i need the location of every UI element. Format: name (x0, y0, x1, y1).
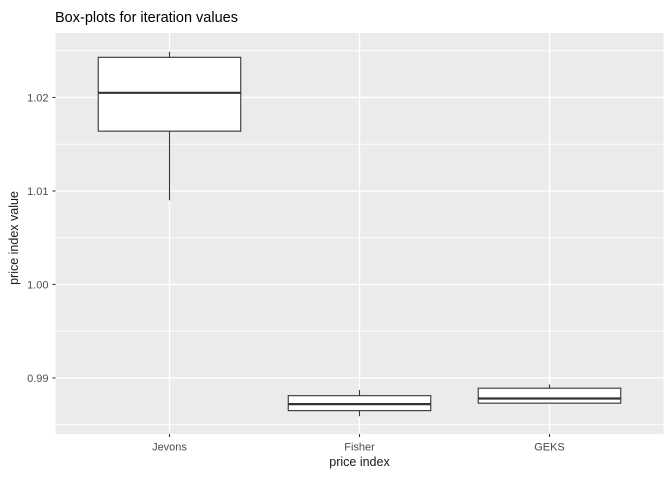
y-axis-title: price index value (7, 191, 21, 285)
y-tick-label: 1.00 (27, 279, 48, 291)
chart-title: Box-plots for iteration values (55, 10, 238, 26)
iqr-box-jevons (97, 56, 242, 132)
x-tick-label-jevons: Jevons (152, 442, 187, 454)
iqr-box-geks (477, 387, 622, 404)
y-tick-label: 0.99 (27, 373, 48, 385)
x-tick-label-fisher: Fisher (344, 442, 375, 454)
x-tick-label-geks: GEKS (534, 442, 565, 454)
chart-plot-area: 0.99 1.00 1.01 1.02 Jevons Fisher GEKS (27, 33, 664, 454)
y-tick-label: 1.02 (27, 92, 48, 104)
y-tick-label: 1.01 (27, 186, 48, 198)
x-axis-title: price index (329, 455, 390, 469)
